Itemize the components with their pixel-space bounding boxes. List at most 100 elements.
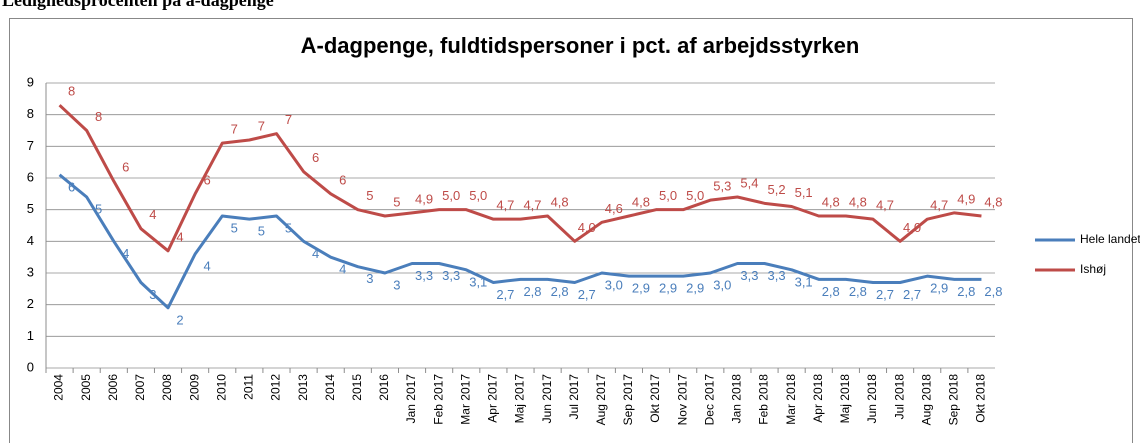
data-label: 3,1 bbox=[469, 274, 487, 289]
x-tick-label: 2014 bbox=[323, 374, 337, 401]
x-tick-label: Sep 2017 bbox=[621, 374, 635, 426]
data-label: 2,7 bbox=[578, 287, 596, 302]
data-label: 3,0 bbox=[713, 277, 731, 292]
data-label: 5 bbox=[393, 194, 400, 209]
x-tick-label: Maj 2018 bbox=[838, 374, 852, 424]
data-label: 4,7 bbox=[496, 198, 514, 213]
data-label: 2,9 bbox=[632, 281, 650, 296]
data-label: 2,8 bbox=[984, 284, 1002, 299]
data-label: 4 bbox=[122, 246, 129, 261]
data-label: 4,8 bbox=[822, 194, 840, 209]
data-label: 2,8 bbox=[957, 284, 975, 299]
y-tick-label: 0 bbox=[27, 359, 34, 374]
data-label: 2,7 bbox=[496, 287, 514, 302]
data-label: 4,8 bbox=[849, 194, 867, 209]
x-tick-label: 2010 bbox=[214, 374, 228, 401]
data-label: 5,0 bbox=[442, 188, 460, 203]
data-label: 6 bbox=[122, 160, 129, 175]
x-tick-label: Jun 2018 bbox=[865, 374, 879, 424]
data-label: 3 bbox=[393, 277, 400, 292]
data-label: 5,2 bbox=[767, 182, 785, 197]
data-label: 4,7 bbox=[876, 198, 894, 213]
data-label: 5,0 bbox=[659, 188, 677, 203]
data-label: 4 bbox=[312, 246, 319, 261]
data-label: 6 bbox=[68, 179, 75, 194]
data-label: 3,3 bbox=[415, 268, 433, 283]
data-label: 5,0 bbox=[686, 188, 704, 203]
data-label: 5 bbox=[366, 188, 373, 203]
x-tick-label: 2013 bbox=[296, 374, 310, 401]
x-tick-label: 2011 bbox=[242, 374, 256, 400]
data-label: 6 bbox=[204, 172, 211, 187]
series-line bbox=[58, 173, 982, 310]
data-label: 8 bbox=[68, 84, 75, 99]
data-label: 3,1 bbox=[795, 274, 813, 289]
x-tick-label: 2015 bbox=[350, 374, 364, 401]
data-label: 4,8 bbox=[551, 194, 569, 209]
data-label: 3 bbox=[149, 287, 156, 302]
x-tick-label: Feb 2017 bbox=[431, 374, 445, 425]
x-tick-label: Dec 2017 bbox=[702, 374, 716, 426]
x-tick-label: Jan 2018 bbox=[730, 374, 744, 424]
data-label: 2,9 bbox=[686, 281, 704, 296]
series-line bbox=[58, 104, 982, 253]
legend-label: Ishøj bbox=[1080, 262, 1106, 276]
x-tick-label: Apr 2018 bbox=[811, 374, 825, 423]
data-label: 7 bbox=[285, 112, 292, 127]
y-tick-label: 9 bbox=[27, 74, 34, 89]
chart-frame bbox=[9, 18, 1133, 443]
x-tick-label: 2004 bbox=[52, 374, 66, 401]
x-tick-label: Aug 2018 bbox=[919, 374, 933, 426]
data-label: 2,8 bbox=[523, 284, 541, 299]
y-tick-label: 4 bbox=[27, 233, 34, 248]
data-label: 6 bbox=[339, 172, 346, 187]
chart-title: A-dagpenge, fuldtidspersoner i pct. af a… bbox=[301, 33, 860, 58]
data-label: 4,7 bbox=[930, 198, 948, 213]
data-label: 4,9 bbox=[957, 191, 975, 206]
y-tick-label: 2 bbox=[27, 296, 34, 311]
data-label: 4 bbox=[339, 262, 346, 277]
x-tick-label: 2005 bbox=[79, 374, 93, 401]
data-label: 3 bbox=[366, 271, 373, 286]
data-label: 4,7 bbox=[523, 198, 541, 213]
data-label: 5 bbox=[258, 224, 265, 239]
x-tick-label: Jun 2017 bbox=[540, 374, 554, 424]
y-tick-label: 6 bbox=[27, 169, 34, 184]
data-label: 4,0 bbox=[903, 220, 921, 235]
data-label: 5 bbox=[285, 220, 292, 235]
data-label: 3,3 bbox=[442, 268, 460, 283]
x-tick-label: Okt 2018 bbox=[974, 374, 988, 423]
x-tick-label: 2008 bbox=[160, 374, 174, 401]
data-label: 2 bbox=[176, 312, 183, 327]
data-label: 5,0 bbox=[469, 188, 487, 203]
y-tick-label: 3 bbox=[27, 264, 34, 279]
data-label: 2,7 bbox=[876, 287, 894, 302]
x-tick-label: 2006 bbox=[106, 374, 120, 401]
x-tick-label: Maj 2017 bbox=[513, 374, 527, 424]
data-label: 4 bbox=[149, 207, 156, 222]
data-label: 3,0 bbox=[605, 277, 623, 292]
data-label: 2,8 bbox=[551, 284, 569, 299]
x-tick-label: Jul 2018 bbox=[892, 374, 906, 420]
y-tick-label: 1 bbox=[27, 328, 34, 343]
data-label: 3,3 bbox=[767, 268, 785, 283]
y-tick-label: 7 bbox=[27, 138, 34, 153]
x-tick-label: 2007 bbox=[133, 374, 147, 401]
data-label: 3,3 bbox=[740, 268, 758, 283]
data-label: 4 bbox=[176, 229, 183, 244]
x-tick-label: 2009 bbox=[187, 374, 201, 401]
data-label: 8 bbox=[95, 109, 102, 124]
data-label: 4,6 bbox=[605, 201, 623, 216]
page-heading: Ledighedsprocenten på a-dagpenge bbox=[2, 0, 274, 10]
x-tick-label: Feb 2018 bbox=[757, 374, 771, 425]
x-tick-label: 2016 bbox=[377, 374, 391, 401]
data-label: 4,0 bbox=[578, 220, 596, 235]
data-label: 4,8 bbox=[984, 194, 1002, 209]
data-label: 5 bbox=[95, 201, 102, 216]
data-label: 2,8 bbox=[849, 284, 867, 299]
data-label: 6 bbox=[312, 150, 319, 165]
data-label: 2,7 bbox=[903, 287, 921, 302]
data-label: 4,9 bbox=[415, 191, 433, 206]
